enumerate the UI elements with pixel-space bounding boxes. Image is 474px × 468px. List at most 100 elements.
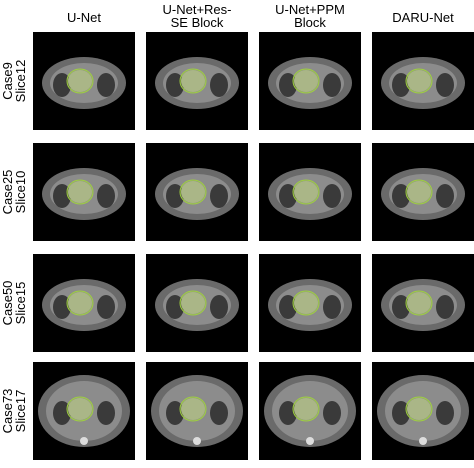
bone-right (210, 295, 228, 319)
bone-left (392, 73, 410, 97)
segmentation (66, 290, 94, 316)
mri-image (372, 254, 474, 352)
bone-left (392, 401, 410, 425)
segmentation (292, 179, 320, 205)
organ (407, 70, 431, 92)
organ (181, 292, 205, 314)
organ (181, 398, 205, 420)
segmentation (66, 179, 94, 205)
bone-right (97, 401, 115, 425)
bone-left (279, 184, 297, 208)
organ (294, 292, 318, 314)
segmentation (66, 396, 94, 422)
column-header: SE Block (171, 15, 224, 30)
bone-left (392, 295, 410, 319)
segmentation (66, 68, 94, 94)
bone-right (323, 401, 341, 425)
organ (407, 181, 431, 203)
segmentation (179, 290, 207, 316)
organ (294, 181, 318, 203)
spine (306, 437, 314, 445)
row-label-line: Slice15 (13, 282, 28, 325)
bone-right (210, 401, 228, 425)
bone-right (210, 184, 228, 208)
bone-right (323, 295, 341, 319)
mri-image (259, 143, 361, 241)
organ (68, 70, 92, 92)
mri-image (372, 143, 474, 241)
mri-image (146, 254, 248, 352)
spine (193, 437, 201, 445)
mri-image (372, 32, 474, 130)
segmentation (405, 290, 433, 316)
mri-image (33, 362, 135, 460)
spine (419, 437, 427, 445)
organ (181, 181, 205, 203)
mri-image (372, 362, 474, 460)
bone-right (323, 184, 341, 208)
bone-right (97, 73, 115, 97)
bone-left (279, 401, 297, 425)
bone-left (279, 295, 297, 319)
mri-image (33, 254, 135, 352)
organ (294, 70, 318, 92)
bone-right (436, 401, 454, 425)
bone-left (53, 73, 71, 97)
organ (407, 398, 431, 420)
organ (181, 70, 205, 92)
mri-image (259, 362, 361, 460)
bone-left (53, 295, 71, 319)
bone-left (279, 73, 297, 97)
organ (68, 292, 92, 314)
segmentation (179, 396, 207, 422)
bone-right (323, 73, 341, 97)
segmentation (405, 68, 433, 94)
mri-image (259, 32, 361, 130)
organ (68, 181, 92, 203)
bone-left (166, 184, 184, 208)
bone-left (166, 401, 184, 425)
column-header: Block (294, 15, 326, 30)
row-label-line: Slice17 (13, 390, 28, 433)
bone-left (53, 401, 71, 425)
organ (407, 292, 431, 314)
bone-right (210, 73, 228, 97)
row-label-line: Slice12 (13, 60, 28, 103)
organ (68, 398, 92, 420)
mri-image (146, 362, 248, 460)
column-header: U-Net+PPM (275, 2, 345, 17)
segmentation (405, 396, 433, 422)
row-label-line: Slice10 (13, 171, 28, 214)
mri-image (146, 32, 248, 130)
bone-left (392, 184, 410, 208)
row-label-line: Case25 (0, 170, 15, 215)
mri-image (33, 143, 135, 241)
segmentation (292, 68, 320, 94)
bone-left (166, 295, 184, 319)
row-label-line: Case73 (0, 389, 15, 434)
bone-right (97, 295, 115, 319)
bone-right (436, 295, 454, 319)
segmentation (179, 68, 207, 94)
spine (80, 437, 88, 445)
column-header: U-Net (67, 10, 101, 25)
bone-left (53, 184, 71, 208)
segmentation (292, 290, 320, 316)
organ (294, 398, 318, 420)
mri-image (146, 143, 248, 241)
segmentation (405, 179, 433, 205)
bone-right (97, 184, 115, 208)
row-label-line: Case9 (0, 62, 15, 100)
segmentation (179, 179, 207, 205)
row-label-line: Case50 (0, 281, 15, 326)
mri-image (259, 254, 361, 352)
bone-right (436, 184, 454, 208)
segmentation (292, 396, 320, 422)
bone-right (436, 73, 454, 97)
column-header: U-Net+Res- (163, 2, 232, 17)
